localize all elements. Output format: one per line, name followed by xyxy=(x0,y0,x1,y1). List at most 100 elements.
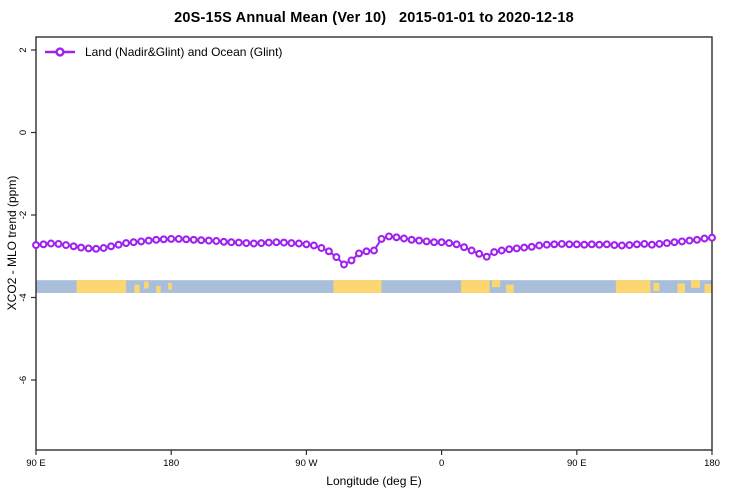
land-segment xyxy=(615,280,651,293)
land-segment xyxy=(156,285,161,293)
data-point xyxy=(197,236,206,245)
data-point xyxy=(32,241,40,250)
legend-open-circle-icon xyxy=(55,47,65,57)
data-point xyxy=(460,243,469,252)
legend-label: Land (Nadir&Glint) and Ocean (Glint) xyxy=(85,45,283,59)
data-point xyxy=(512,244,521,253)
x-tick-label: 0 xyxy=(439,458,444,469)
y-tick-label: -4 xyxy=(18,293,29,301)
data-point xyxy=(302,240,311,249)
data-point xyxy=(685,236,694,245)
data-point xyxy=(565,240,574,249)
data-point xyxy=(69,242,78,251)
data-point xyxy=(249,239,258,248)
data-point xyxy=(557,239,566,248)
data-point xyxy=(640,239,649,248)
legend: Land (Nadir&Glint) and Ocean (Glint) xyxy=(44,45,282,59)
data-point xyxy=(655,239,664,248)
land-segment xyxy=(144,281,149,289)
series-markers xyxy=(32,232,716,269)
x-tick-label: 180 xyxy=(704,458,720,469)
data-point xyxy=(362,247,371,256)
data-point xyxy=(189,235,198,244)
data-point xyxy=(625,241,634,250)
data-point xyxy=(392,233,401,242)
data-point xyxy=(370,246,378,255)
data-point xyxy=(324,247,333,256)
data-point xyxy=(708,233,716,242)
data-point xyxy=(610,241,619,250)
y-axis-title: XCO2 - MLO trend (ppm) xyxy=(5,175,19,311)
y-tick-label: -2 xyxy=(18,211,29,219)
data-point xyxy=(137,237,146,246)
map-strip xyxy=(36,280,712,293)
data-point xyxy=(490,248,499,257)
data-point xyxy=(355,249,363,258)
data-point xyxy=(632,240,641,249)
y-tick-label: -6 xyxy=(18,376,29,384)
data-point xyxy=(264,238,273,247)
data-point xyxy=(445,239,454,248)
land-segment xyxy=(677,283,685,293)
data-point xyxy=(700,234,709,243)
data-point xyxy=(332,253,341,262)
data-point xyxy=(385,232,393,241)
data-point xyxy=(662,239,671,248)
data-point xyxy=(340,260,348,269)
data-point xyxy=(182,235,191,244)
land-segment xyxy=(704,284,712,293)
data-point xyxy=(670,238,679,247)
data-point xyxy=(294,239,303,248)
data-point xyxy=(437,238,446,247)
data-point xyxy=(617,241,626,250)
data-point xyxy=(144,236,153,245)
data-point xyxy=(152,235,161,244)
data-point xyxy=(602,240,611,249)
data-point xyxy=(550,240,559,249)
data-point xyxy=(430,238,439,247)
data-point xyxy=(234,238,243,247)
data-point xyxy=(535,241,544,250)
data-point xyxy=(520,243,529,252)
x-axis-title: Longitude (deg E) xyxy=(326,474,422,488)
data-point xyxy=(678,237,686,246)
land-segment xyxy=(76,280,127,293)
data-point xyxy=(257,239,266,248)
data-point xyxy=(580,240,589,249)
data-point xyxy=(287,239,296,248)
data-point xyxy=(92,244,101,253)
x-tick-label: 90 E xyxy=(26,458,46,469)
land-segment xyxy=(168,282,172,290)
data-point xyxy=(39,240,48,249)
data-point xyxy=(272,238,281,247)
data-point xyxy=(415,236,424,245)
data-point xyxy=(212,237,221,245)
data-point xyxy=(47,239,55,248)
data-point xyxy=(309,241,318,250)
data-point xyxy=(527,242,536,251)
land-segment xyxy=(461,280,490,293)
data-point xyxy=(542,240,551,249)
data-point xyxy=(572,240,581,249)
data-point xyxy=(227,238,236,247)
y-tick-label: 0 xyxy=(18,130,29,135)
data-point xyxy=(54,239,63,248)
land-segment xyxy=(333,280,382,293)
data-point xyxy=(167,234,176,243)
data-point xyxy=(647,240,656,249)
data-point xyxy=(407,235,416,244)
land-segment xyxy=(506,284,514,293)
data-point xyxy=(204,236,213,245)
data-point xyxy=(62,241,70,250)
legend-line-sample xyxy=(45,47,75,57)
data-point xyxy=(377,234,386,243)
x-tick-label: 180 xyxy=(163,458,179,469)
land-segment xyxy=(491,280,501,288)
data-point xyxy=(347,256,356,265)
data-point xyxy=(452,240,461,249)
data-point xyxy=(242,239,251,248)
data-point xyxy=(317,244,326,252)
data-point xyxy=(467,246,476,255)
